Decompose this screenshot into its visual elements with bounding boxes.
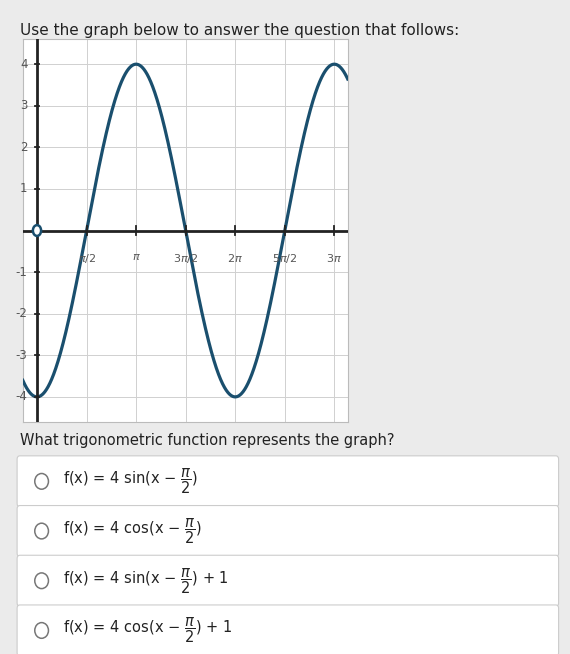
Text: 2: 2 [20, 141, 27, 154]
Text: f(x) = 4 sin(x $-$ $\dfrac{\pi}{2}$) + 1: f(x) = 4 sin(x $-$ $\dfrac{\pi}{2}$) + 1 [63, 566, 229, 596]
Text: 4: 4 [20, 58, 27, 71]
Text: $3\pi/2$: $3\pi/2$ [173, 252, 198, 265]
Text: $\pi$: $\pi$ [132, 252, 141, 262]
Text: What trigonometric function represents the graph?: What trigonometric function represents t… [20, 433, 394, 448]
Text: f(x) = 4 cos(x $-$ $\dfrac{\pi}{2}$): f(x) = 4 cos(x $-$ $\dfrac{\pi}{2}$) [63, 516, 201, 546]
Circle shape [33, 225, 41, 236]
Text: -1: -1 [15, 266, 27, 279]
Text: Use the graph below to answer the question that follows:: Use the graph below to answer the questi… [20, 23, 459, 38]
Text: 3: 3 [20, 99, 27, 112]
Text: -4: -4 [15, 390, 27, 404]
Text: -2: -2 [15, 307, 27, 320]
Text: $5\pi/2$: $5\pi/2$ [272, 252, 298, 265]
Text: f(x) = 4 cos(x $-$ $\dfrac{\pi}{2}$) + 1: f(x) = 4 cos(x $-$ $\dfrac{\pi}{2}$) + 1 [63, 615, 232, 645]
Text: 1: 1 [20, 182, 27, 196]
Text: $\pi/2$: $\pi/2$ [78, 252, 96, 265]
Text: $3\pi$: $3\pi$ [327, 252, 342, 264]
Text: f(x) = 4 sin(x $-$ $\dfrac{\pi}{2}$): f(x) = 4 sin(x $-$ $\dfrac{\pi}{2}$) [63, 466, 198, 496]
Text: $2\pi$: $2\pi$ [227, 252, 243, 264]
Text: -3: -3 [16, 349, 27, 362]
